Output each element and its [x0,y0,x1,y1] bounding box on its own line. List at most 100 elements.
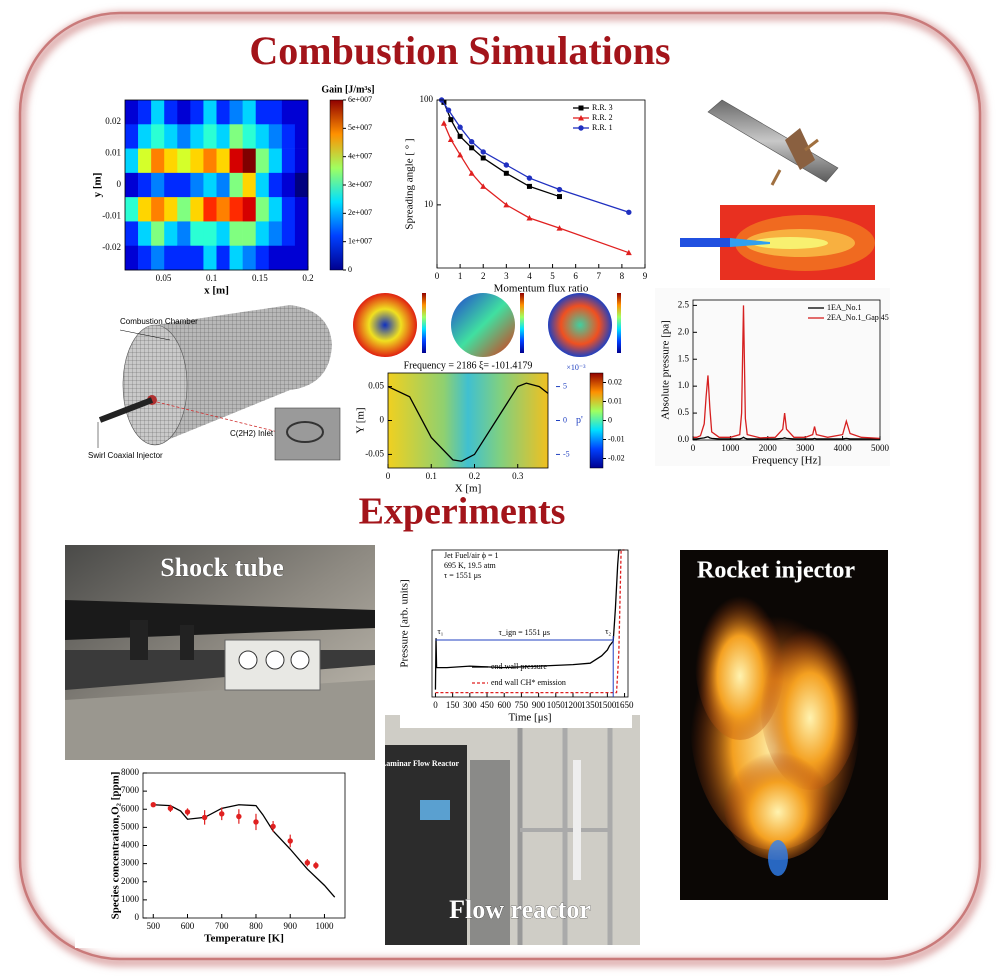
heatmap-cell [177,124,191,149]
plot-frame [431,549,629,698]
heatmap-cell [125,221,139,247]
x-tick-label: 0.05 [156,273,172,283]
annotation: τ = 1551 μs [444,571,481,580]
mesh-geometry [97,305,341,461]
heatmap-cell [216,221,230,247]
heatmap-cell [164,197,178,222]
y-tick-label: 5000 [121,821,140,831]
heatmap-cell [216,100,230,125]
marker [556,186,563,193]
heatmap-cell [268,124,283,149]
marker [480,149,486,155]
heatmap-cell [281,124,296,149]
y-tick-label: 100 [420,94,434,104]
y-axis-label: Absolute pressure [pa] [660,320,672,420]
x-tick-label: 2000 [759,443,778,453]
y-axis-label: Y [m] [355,407,367,433]
y-tick-label: 2.5 [678,299,690,309]
heatmap-cell [125,172,139,198]
line [443,102,560,198]
line [387,382,549,462]
marker [526,214,533,221]
legend-label: end wall pressure [491,662,547,671]
marker [150,802,156,808]
marker [503,170,509,176]
x-tick-label: 1050 [547,700,566,710]
heatmap-cell [125,197,139,222]
heatmap-cell [268,100,283,125]
y-tick-label: 0 [117,179,122,189]
marker [578,115,584,121]
x-tick-label: 1200 [564,700,583,710]
heatmap-cell [203,100,217,125]
legend-label: end wall CH* emission [491,678,566,687]
colorbar-tick-label: 5e+007 [348,123,372,132]
heatmap-cell [216,172,230,198]
heatmap-cell [151,245,165,271]
heatmap-cell [268,245,283,271]
legend-label: 1EA_No.1 [827,303,861,312]
marker [457,133,463,139]
y2-exponent: ×10⁻³ [566,363,586,372]
colorbar-tick-label: 4e+007 [348,151,372,160]
marker [167,805,174,812]
marker [440,120,447,126]
y-tick-label: 0.5 [678,407,690,417]
heatmap-cell [138,124,152,149]
marker [448,117,454,123]
colorbar-tick-label: 0.01 [608,396,622,405]
marker [526,175,533,181]
heatmap-cell [203,124,217,149]
x-tick-label: 500 [147,921,161,931]
y2-axis-label: p' [576,415,583,426]
marker [556,225,563,231]
heatmap-cell [190,221,204,247]
x-axis-label: X [m] [455,483,482,495]
heatmap-cell [203,197,217,222]
x-tick-label: 0.1 [426,471,437,481]
marker [445,107,452,113]
colorbar-tick-label: -0.01 [608,434,625,443]
annotation: 695 K, 19.5 atm [444,561,497,570]
marker [201,814,208,821]
y2-tick-label: 5 [563,381,567,390]
mesh-label: C(2H2) Inlet [230,429,274,438]
marker [556,194,562,200]
x-tick-label: 8 [620,271,625,281]
heatmap-cell [242,148,257,174]
x-tick-label: 750 [515,700,529,710]
heatmap-cell [125,245,139,271]
heatmap-cell [177,221,191,247]
heatmap-cell [281,148,296,174]
heatmap-cell [125,148,139,174]
x-tick-label: 0.2 [469,471,480,481]
heatmap-cell [242,100,257,125]
legend-label: R.R. 2 [592,113,613,122]
x-tick-label: 1500 [598,700,617,710]
x-tick-label: 1650 [616,700,635,710]
mesh-label: Combustion Chamber [120,317,198,326]
x-tick-label: 450 [480,700,494,710]
x-tick-label: 4000 [834,443,853,453]
heatmap-cell [268,148,283,174]
heatmap-cell [190,245,204,271]
heatmap-cell [229,245,243,271]
colorbar-tick-label: 0 [608,415,612,424]
heatmap-cell [164,221,178,247]
marker [236,813,242,820]
x-tick-label: 1000 [721,443,740,453]
x-axis-label: Momentum flux ratio [494,283,589,295]
x-tick-label: 0 [691,443,696,453]
line [693,436,880,440]
heatmap-cell [164,148,178,174]
y-tick-label: 0.01 [105,148,121,158]
heatmap-cell [177,172,191,198]
heatmap-cell [229,124,243,149]
marker [578,125,584,131]
frame [18,11,982,961]
heatmap-cell [203,148,217,174]
flame-simulation [680,205,875,280]
heatmap-cell [216,124,230,149]
